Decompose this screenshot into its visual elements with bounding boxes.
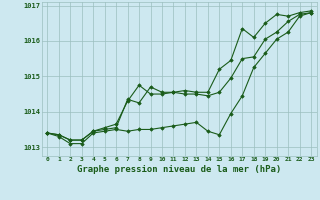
X-axis label: Graphe pression niveau de la mer (hPa): Graphe pression niveau de la mer (hPa) <box>77 165 281 174</box>
